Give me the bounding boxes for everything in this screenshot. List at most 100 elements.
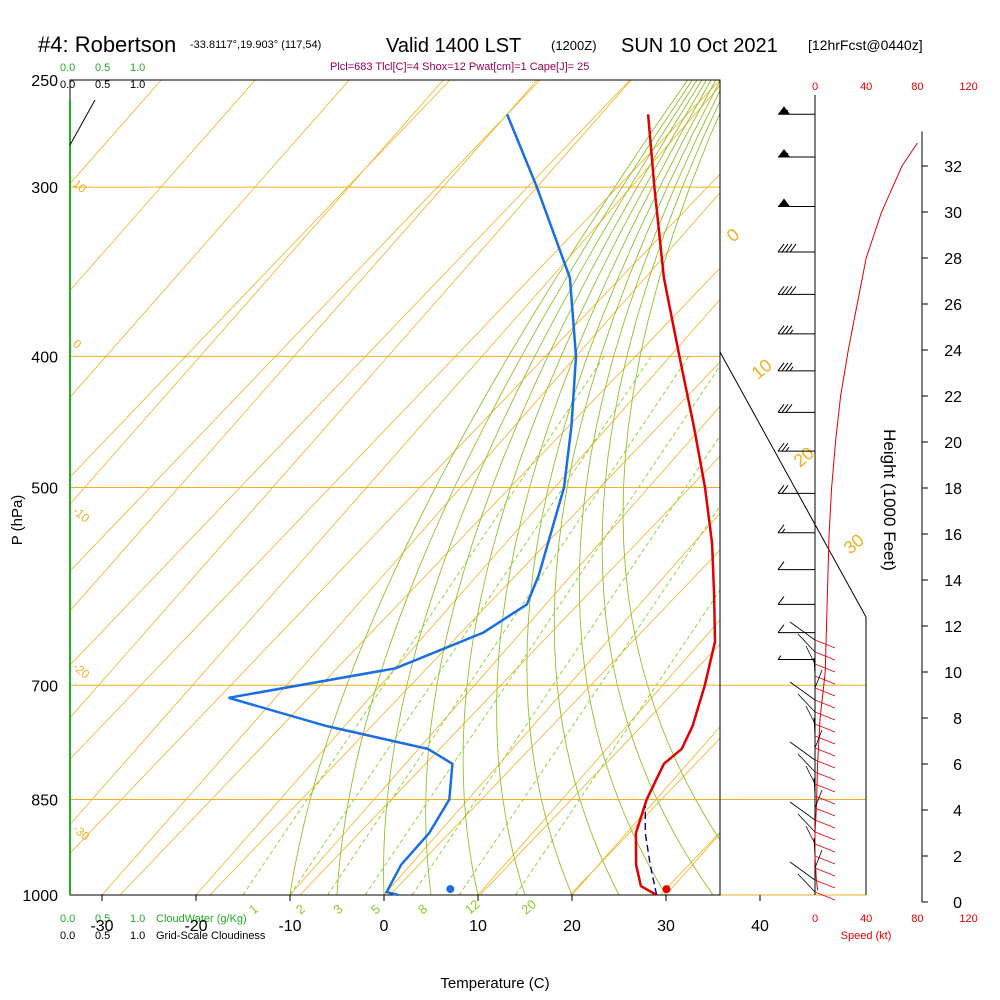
mixing-ratio-label: 12 — [462, 897, 483, 918]
surface-dewpoint-point — [446, 885, 455, 894]
height-tick-label: 10 — [944, 665, 962, 682]
height-tick-label: 18 — [944, 481, 962, 498]
low-level-barb-red — [814, 819, 836, 829]
low-level-barb-red — [814, 855, 836, 865]
axis-layer: -30 -20 -10 0 10 20 30 402503004005007008501000… — [22, 73, 977, 935]
wind-barb — [778, 106, 815, 115]
isotherm-label: 0 — [723, 224, 744, 246]
grid-layer — [69, 79, 867, 896]
cloud-scale-label: 0.0 — [60, 930, 75, 942]
surface-temperature-point — [662, 885, 671, 894]
low-level-barb-red — [814, 771, 836, 781]
low-level-barb-red — [814, 723, 836, 733]
moist-adiabat-line — [622, 112, 720, 841]
low-level-barb-red — [814, 687, 836, 697]
speed-tick-label: 120 — [959, 81, 977, 93]
isotherm-line — [70, 80, 256, 292]
wind-barb-half-flag — [784, 152, 789, 158]
moist-adiabat-line — [383, 80, 698, 895]
mixing-ratio-line — [242, 356, 605, 895]
utc-time: (1200Z) — [551, 38, 597, 53]
height-tick-label: 4 — [953, 803, 962, 820]
low-level-barb — [805, 645, 816, 665]
wind-barb-flag — [777, 286, 785, 295]
side-label: 10 — [70, 177, 89, 197]
wind-barb — [777, 624, 815, 634]
mixing-ratio-line — [515, 589, 720, 895]
moist-adiabat-line — [336, 80, 693, 895]
side-label: -30 — [70, 822, 93, 844]
isotherm-label: 30 — [840, 530, 868, 558]
low-level-barb-red — [814, 663, 836, 673]
pressure-tick-label: 300 — [31, 180, 58, 197]
low-level-barb-red — [814, 675, 836, 685]
cloudiness-scale-top: 0.0 0.5 1.0 — [60, 79, 145, 91]
cloud-scale-label: 0.5 — [95, 62, 110, 74]
height-tick-label: 6 — [953, 757, 962, 774]
low-level-barb — [789, 861, 816, 881]
cloud-scale-label: 0.0 — [60, 913, 75, 925]
wind-speed-line — [814, 142, 918, 891]
low-level-barb — [789, 621, 816, 641]
height-tick-label: 20 — [944, 435, 962, 452]
moist-adiabat-line — [553, 80, 720, 895]
wind-barb-flag — [781, 362, 789, 372]
low-level-barb — [789, 681, 816, 701]
wind-barb-half-flag — [789, 366, 794, 372]
wind-barb — [777, 561, 815, 571]
wind-barb-flag — [781, 286, 789, 295]
x-tick-label: -10 — [278, 918, 301, 935]
mixing-ratio-label: 5 — [368, 901, 383, 917]
wind-barb — [777, 362, 815, 372]
isotherm-label: 20 — [790, 443, 818, 471]
wind-barb — [777, 243, 815, 253]
wind-barb-pennant — [778, 106, 790, 115]
wind-barb-half-flag — [777, 655, 782, 660]
low-level-barb-red — [814, 735, 836, 745]
wind-barb-half-flag — [781, 528, 786, 534]
cloud-scale-label: 0.5 — [95, 913, 110, 925]
low-level-barb — [805, 765, 816, 785]
isotherm-line — [70, 80, 350, 398]
low-level-barb-red — [814, 699, 836, 709]
cloud-scale-label: 1.0 — [130, 913, 145, 925]
wind-barb-flag — [785, 404, 793, 413]
low-level-barb-red — [814, 651, 836, 661]
low-level-barb — [813, 837, 816, 857]
pressure-tick-label: 500 — [31, 481, 58, 498]
speed-axis-title: Speed (kt) — [841, 930, 892, 942]
side-label: -20 — [70, 660, 93, 682]
mixing-ratio-line — [364, 365, 720, 895]
sounding-indices: Plcl=683 Tlcl[C]=4 Shox=12 Pwat[cm]=1 Ca… — [330, 61, 589, 73]
curve-layer — [228, 113, 717, 897]
low-level-barb — [805, 705, 816, 725]
wind-barb-flag — [789, 243, 797, 253]
wind-barb-flag — [789, 286, 797, 295]
wind-barb — [777, 325, 815, 335]
station-location: -33.8117°,19.903° (117,54) — [190, 39, 321, 51]
wind-barb-flag — [785, 243, 793, 253]
cloudiness-scale-bottom: 0.0 0.5 1.0 Grid-Scale Cloudiness — [60, 930, 266, 942]
pressure-tick-label: 850 — [31, 792, 58, 809]
wind-barb-flag — [785, 286, 793, 295]
valid-time: Valid 1400 LST — [386, 35, 521, 57]
wind-barb — [777, 524, 815, 534]
height-tick-label: 8 — [953, 711, 962, 728]
dry-adiabat-line — [569, 737, 720, 895]
speed-tick-label: 0 — [812, 81, 818, 93]
wind-barb-flag — [777, 243, 785, 253]
speed-tick-label: 120 — [959, 913, 977, 925]
low-level-barb — [797, 633, 816, 653]
speed-tick-label: 0 — [812, 913, 818, 925]
low-level-barb — [805, 825, 816, 845]
wind-barb — [778, 149, 815, 158]
height-tick-label: 0 — [953, 895, 962, 912]
dry-adiabat-line — [479, 643, 720, 895]
low-level-barb-red — [814, 843, 836, 853]
wind-barb-flag — [777, 362, 785, 372]
wind-barb-flag — [781, 243, 789, 253]
wind-barb — [777, 442, 815, 452]
cloud-scale-label: 0.5 — [95, 79, 110, 91]
speed-tick-label: 40 — [860, 913, 872, 925]
